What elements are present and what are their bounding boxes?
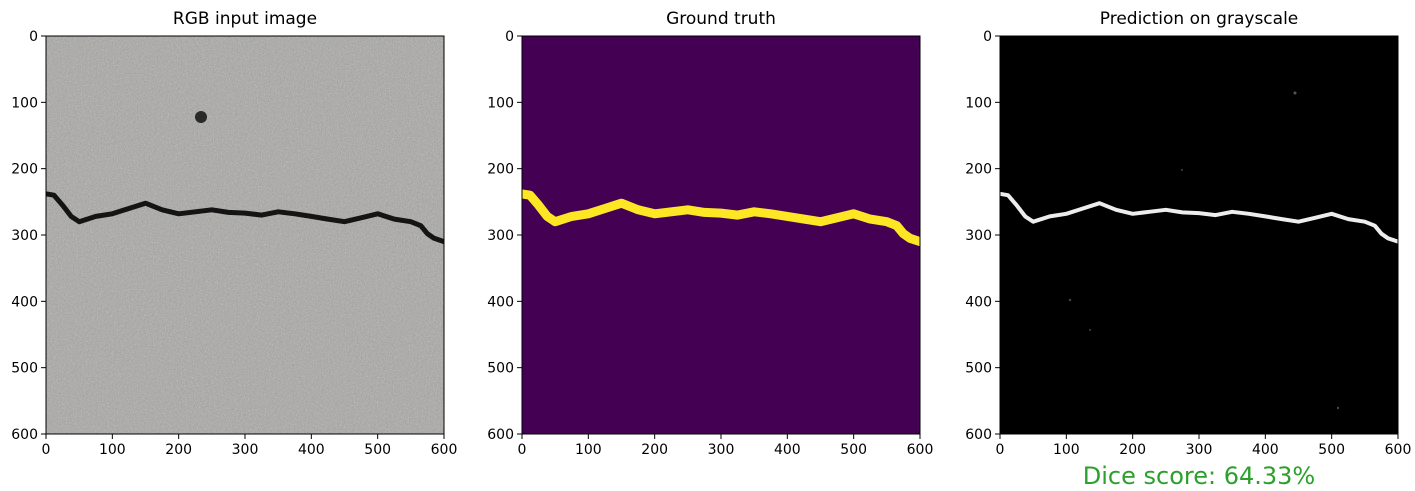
y-tick-label: 300	[965, 228, 992, 244]
y-tick-label: 300	[487, 228, 514, 244]
y-tick-label: 500	[965, 361, 992, 377]
y-tick-label: 600	[11, 427, 38, 443]
y-tick-label: 400	[11, 294, 38, 310]
x-tick-label: 200	[165, 442, 192, 458]
y-tick-label: 100	[11, 95, 38, 111]
x-tick-label: 300	[1186, 442, 1213, 458]
noise-speck	[1336, 406, 1340, 410]
y-tick-label: 200	[11, 162, 38, 178]
x-tick-label: 600	[907, 442, 934, 458]
prediction-background	[1000, 36, 1398, 434]
x-tick-label: 600	[431, 442, 458, 458]
y-tick-label: 400	[487, 294, 514, 310]
x-tick-label: 400	[298, 442, 325, 458]
x-tick-label: 200	[1119, 442, 1146, 458]
y-tick-label: 500	[11, 361, 38, 377]
x-tick-label: 400	[1252, 442, 1279, 458]
x-tick-label: 0	[518, 442, 527, 458]
panel-title: Prediction on grayscale	[1100, 9, 1299, 29]
y-tick-label: 500	[487, 361, 514, 377]
y-tick-label: 400	[965, 294, 992, 310]
panel-title: RGB input image	[173, 9, 317, 29]
panel-rgb-input: RGB input image 0 100 200 300 400 500 60001002…	[11, 9, 457, 458]
x-tick-label: 300	[708, 442, 735, 458]
noise-speck	[1181, 169, 1183, 171]
noise-speck	[1068, 298, 1072, 302]
y-tick-label: 100	[965, 95, 992, 111]
y-tick-label: 0	[983, 29, 992, 45]
panel-ground-truth: Ground truth 0 100 200 300 400 500 60001002003…	[487, 9, 933, 458]
x-tick-label: 0	[996, 442, 1005, 458]
panel-prediction: Prediction on grayscale 0 100 200 300 400 500…	[965, 9, 1411, 490]
noise-speck	[1089, 329, 1091, 331]
dice-score: Dice score: 64.33%	[1083, 462, 1315, 490]
x-tick-label: 500	[364, 442, 391, 458]
surface-hole	[195, 111, 207, 123]
crack-prediction	[1000, 191, 1398, 244]
crack-mask	[522, 189, 920, 247]
crack-line	[46, 191, 444, 245]
y-tick-label: 0	[29, 29, 38, 45]
x-tick-label: 100	[1053, 442, 1080, 458]
y-tick-label: 600	[487, 427, 514, 443]
mask-background	[522, 36, 920, 434]
y-tick-label: 0	[505, 29, 514, 45]
panel-title: Ground truth	[666, 9, 776, 29]
x-tick-label: 200	[641, 442, 668, 458]
concrete-texture	[46, 36, 444, 434]
x-tick-label: 500	[1318, 442, 1345, 458]
y-tick-label: 200	[487, 162, 514, 178]
x-tick-label: 0	[42, 442, 51, 458]
x-tick-label: 100	[99, 442, 126, 458]
x-tick-label: 600	[1385, 442, 1412, 458]
x-tick-label: 100	[575, 442, 602, 458]
y-tick-label: 600	[965, 427, 992, 443]
noise-speck	[1293, 91, 1297, 95]
y-tick-label: 100	[487, 95, 514, 111]
x-tick-label: 500	[840, 442, 867, 458]
x-tick-label: 300	[232, 442, 259, 458]
y-tick-label: 200	[965, 162, 992, 178]
x-tick-label: 400	[774, 442, 801, 458]
y-tick-label: 300	[11, 228, 38, 244]
